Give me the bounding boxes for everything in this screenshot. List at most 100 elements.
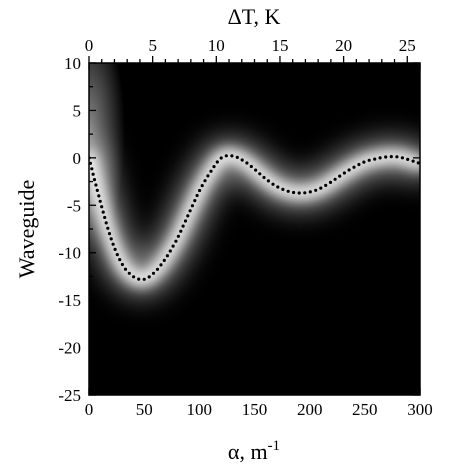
series-dot <box>308 190 312 194</box>
series-dot <box>181 224 185 228</box>
series-dot <box>151 271 156 275</box>
series-dot <box>142 277 146 281</box>
series-dot <box>188 209 192 213</box>
series-dot <box>400 156 404 160</box>
x-tick-label: 50 <box>136 400 153 419</box>
series-dot <box>219 156 223 160</box>
series-dot <box>286 189 290 193</box>
series-dot <box>342 171 346 175</box>
y-tick-label: -5 <box>67 196 81 215</box>
series-dot <box>155 267 160 271</box>
x-tick-label: 0 <box>85 400 94 419</box>
series-dot <box>183 219 188 223</box>
series-dot <box>314 188 318 192</box>
top-tick-label: 0 <box>85 36 94 55</box>
x-tick-label: 300 <box>407 400 433 419</box>
series-dot <box>165 254 169 258</box>
x-axis-title: α, m-1 <box>228 438 280 464</box>
series-dot <box>262 175 266 180</box>
x-tick-label: 200 <box>297 400 323 419</box>
series-dot <box>98 199 102 203</box>
x-tick-label: 150 <box>242 400 268 419</box>
series-dot <box>352 165 356 169</box>
series-dot <box>416 161 420 165</box>
series-dot <box>319 186 323 190</box>
series-dot <box>206 174 210 178</box>
series-dot <box>230 154 234 158</box>
series-dot <box>271 182 275 186</box>
x-tick-label: 250 <box>352 400 378 419</box>
series-dot <box>190 204 194 208</box>
series-dot <box>333 177 337 181</box>
series-dot <box>209 169 213 173</box>
top-tick-label: 10 <box>208 36 225 55</box>
series-dot <box>107 232 112 236</box>
series-dot <box>411 159 415 163</box>
series-dot <box>297 191 301 195</box>
series-dot <box>186 214 190 218</box>
series-dot <box>373 157 377 161</box>
series-dot <box>176 234 180 238</box>
series-dot <box>109 237 113 241</box>
series-dot <box>137 277 141 281</box>
series-dot <box>254 168 258 172</box>
series-dot <box>104 221 108 225</box>
series-dot <box>118 258 122 262</box>
series-dot <box>328 180 333 184</box>
series-dot <box>168 249 172 253</box>
series-dot <box>338 174 342 178</box>
series-dot <box>281 187 285 191</box>
series-dot <box>132 275 136 279</box>
series-dot <box>249 164 253 169</box>
series-dot <box>101 210 105 214</box>
series-dot <box>127 271 131 275</box>
series-dot <box>292 190 296 195</box>
x-axis-title-superscript: -1 <box>268 438 281 454</box>
series-dot <box>235 155 239 159</box>
top-tick-label: 5 <box>148 36 157 55</box>
y-tick-label: -15 <box>58 291 81 310</box>
series-dot <box>367 158 371 162</box>
series-dot <box>362 160 366 164</box>
series-dot <box>115 253 119 257</box>
series-dot <box>389 155 393 159</box>
series-dot <box>276 185 280 189</box>
series-dot <box>171 244 175 248</box>
series-dot <box>195 193 199 198</box>
series-dot <box>193 199 197 203</box>
y-tick-label: 5 <box>73 101 82 120</box>
series-dot <box>147 275 151 279</box>
series-dot <box>303 191 307 195</box>
top-tick-label: 20 <box>335 36 352 55</box>
series-dot <box>203 179 207 183</box>
series-dot <box>378 156 382 160</box>
series-dot <box>91 172 95 176</box>
series-dot <box>384 155 388 159</box>
series-dot <box>162 258 166 262</box>
series-dot <box>113 247 117 251</box>
series-dot <box>159 263 163 267</box>
series-dot <box>100 205 104 209</box>
series-dot <box>395 155 399 159</box>
series-dot <box>245 161 249 165</box>
series-dot <box>103 215 107 220</box>
y-tick-label: 10 <box>64 54 81 73</box>
y-tick-label: -25 <box>58 386 81 405</box>
series-dot <box>240 158 244 162</box>
tick-marks <box>88 56 421 396</box>
series-dot <box>120 262 124 267</box>
series-dot <box>198 188 202 193</box>
top-tick-label: 15 <box>272 36 289 55</box>
series-dot <box>357 162 361 167</box>
y-tick-label: 0 <box>73 149 82 168</box>
series-dot <box>347 168 351 172</box>
top-axis-title: ΔT, K <box>228 4 281 29</box>
series-dot <box>215 160 219 164</box>
series-dot <box>90 167 94 171</box>
series-dot <box>406 157 410 161</box>
series-dot <box>179 229 183 233</box>
series-dot <box>258 172 262 176</box>
